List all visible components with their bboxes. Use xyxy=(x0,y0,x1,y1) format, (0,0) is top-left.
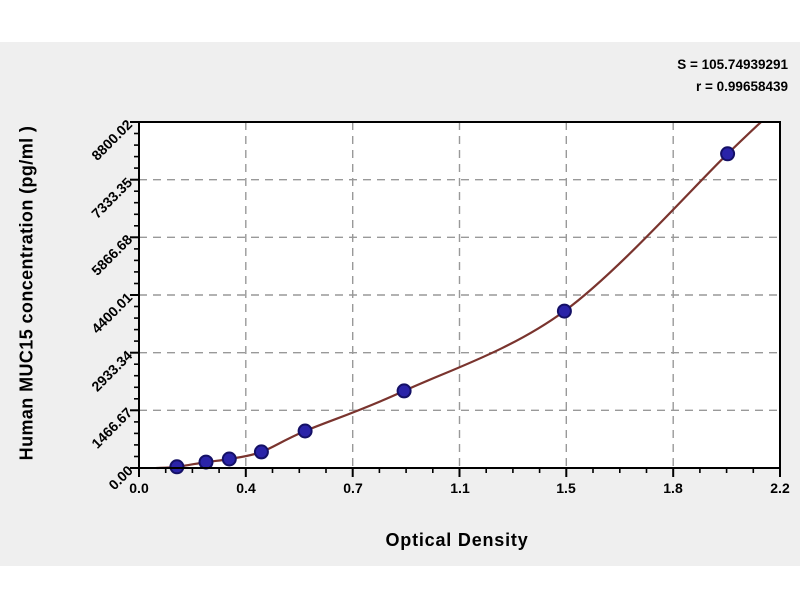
x-tick-label: 1.1 xyxy=(450,480,470,496)
x-tick-label: 1.5 xyxy=(556,480,576,496)
data-point xyxy=(396,383,412,399)
data-point xyxy=(297,423,313,439)
y-axis-title: Human MUC15 concentration (pg/ml ) xyxy=(16,125,37,461)
x-tick-label: 0.4 xyxy=(236,480,256,496)
fit-stat-s: S = 105.74939291 xyxy=(677,57,788,72)
fit-statistics: S = 105.74939291 r = 0.99658439 xyxy=(677,54,788,98)
data-point xyxy=(169,459,185,475)
data-point xyxy=(221,451,237,467)
fit-stat-r: r = 0.99658439 xyxy=(696,79,788,94)
data-point xyxy=(720,146,736,162)
x-tick-label: 1.8 xyxy=(663,480,683,496)
x-tick-label: 0.7 xyxy=(343,480,363,496)
x-axis-title: Optical Density xyxy=(385,530,529,550)
x-tick-label: 2.2 xyxy=(770,480,790,496)
x-tick-label: 0.0 xyxy=(129,480,149,496)
data-point xyxy=(253,444,269,460)
data-point xyxy=(556,303,572,319)
data-point xyxy=(198,454,214,470)
